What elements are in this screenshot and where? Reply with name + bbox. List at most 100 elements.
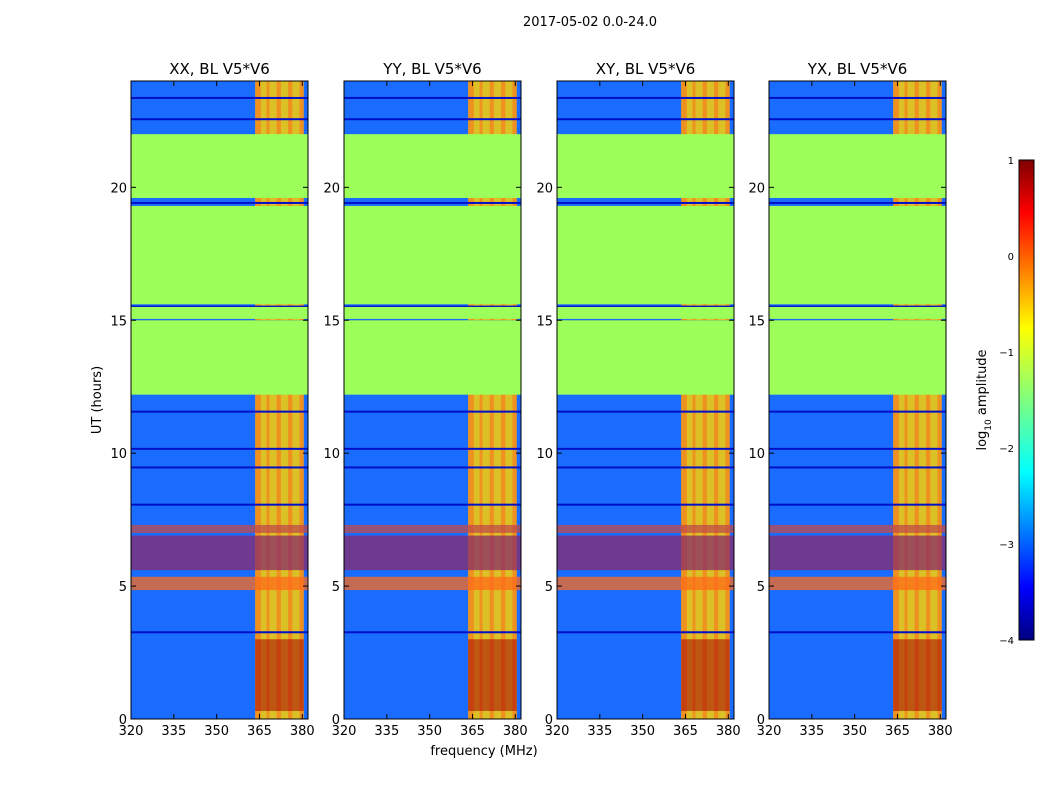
flagged-block	[769, 134, 946, 198]
rfi-channel	[299, 81, 304, 719]
rfi-row	[131, 535, 308, 571]
time-line	[769, 447, 946, 450]
time-line	[131, 410, 308, 413]
y-tick-label: 15	[323, 314, 340, 329]
time-line	[131, 96, 308, 99]
y-tick-label: 10	[323, 447, 340, 462]
y-axis-label: UT (hours)	[90, 366, 105, 434]
rfi-channel	[914, 81, 919, 719]
rfi-row	[557, 576, 734, 591]
panel-title: XY, BL V5*V6	[596, 60, 696, 78]
time-line	[344, 118, 521, 121]
x-tick-label: 335	[799, 724, 824, 739]
rfi-row	[769, 535, 946, 571]
time-line	[344, 96, 521, 99]
time-line	[131, 503, 308, 506]
y-tick-label: 20	[323, 181, 340, 196]
time-line	[131, 201, 308, 204]
rfi-row	[557, 535, 734, 571]
x-tick-label: 320	[119, 724, 144, 739]
rfi-channel	[266, 81, 270, 719]
time-line	[769, 410, 946, 413]
rfi-channel	[937, 81, 942, 719]
panel-frame	[130, 80, 309, 720]
flagged-block	[557, 134, 734, 198]
time-line	[769, 96, 946, 99]
flagged-block	[769, 205, 946, 305]
panel-title: YX, BL V5*V6	[807, 60, 908, 78]
time-line	[557, 96, 734, 99]
x-axis-label: frequency (MHz)	[430, 744, 537, 759]
rfi-burst	[255, 639, 304, 712]
panel-xy: XY, BL V5*V6 320 335 350 365 380 0 5 10 15 20	[536, 60, 740, 739]
rfi-burst	[681, 639, 730, 712]
rfi-row	[557, 524, 734, 533]
y-tick-label: 0	[757, 713, 765, 728]
rfi-channel	[288, 81, 293, 719]
y-tick-label: 0	[332, 713, 340, 728]
rfi-channel	[501, 81, 506, 719]
time-line	[344, 466, 521, 469]
time-line	[769, 466, 946, 469]
x-tick-label: 320	[545, 724, 570, 739]
x-tick-label: 365	[460, 724, 485, 739]
rfi-burst	[468, 639, 517, 712]
x-tick-label: 350	[417, 724, 442, 739]
time-line	[131, 466, 308, 469]
time-line	[344, 631, 521, 634]
rfi-row	[131, 576, 308, 591]
flagged-block	[344, 306, 521, 319]
rfi-channel	[926, 81, 931, 719]
colorbar-tick-label: 1	[1008, 156, 1014, 167]
flagged-block	[344, 320, 521, 395]
time-line	[769, 118, 946, 121]
x-tick-label: 365	[673, 724, 698, 739]
y-tick-label: 15	[536, 314, 553, 329]
flagged-block	[557, 306, 734, 319]
y-tick-label: 5	[545, 580, 553, 595]
colorbar-tick-label: −1	[999, 348, 1014, 359]
time-line	[557, 201, 734, 204]
rfi-row	[344, 535, 521, 571]
panel-yy: YY, BL V5*V6 320 335 350 365 380 0 5 10 15 20	[323, 60, 527, 739]
rfi-channel	[714, 81, 719, 719]
panel-frame	[556, 80, 735, 720]
y-tick-label: 5	[757, 580, 765, 595]
time-line	[344, 503, 521, 506]
rfi-channel	[893, 81, 899, 719]
rfi-channel	[692, 81, 696, 719]
y-tick-label: 20	[536, 181, 553, 196]
time-line	[557, 447, 734, 450]
rfi-row	[344, 524, 521, 533]
rfi-channel	[904, 81, 908, 719]
flagged-block	[131, 306, 308, 319]
colorbar-label: log10 amplitude	[975, 349, 994, 450]
y-tick-label: 5	[119, 580, 127, 595]
time-line	[557, 118, 734, 121]
rfi-channel	[725, 81, 730, 719]
y-tick-label: 10	[748, 447, 765, 462]
time-line	[131, 118, 308, 121]
panel-title: XX, BL V5*V6	[169, 60, 270, 78]
flagged-block	[769, 320, 946, 395]
rfi-channel	[468, 81, 474, 719]
rfi-row	[344, 576, 521, 591]
colorbar-tick-label: −3	[999, 540, 1014, 551]
x-tick-label: 335	[587, 724, 612, 739]
rfi-channel	[512, 81, 517, 719]
x-tick-label: 380	[716, 724, 741, 739]
time-line	[131, 631, 308, 634]
y-tick-label: 5	[332, 580, 340, 595]
y-tick-label: 0	[545, 713, 553, 728]
x-tick-label: 365	[247, 724, 272, 739]
x-tick-label: 380	[503, 724, 528, 739]
y-tick-label: 0	[119, 713, 127, 728]
time-line	[769, 631, 946, 634]
panel-frame	[343, 80, 522, 720]
y-tick-label: 10	[536, 447, 553, 462]
time-line	[769, 201, 946, 204]
rfi-row	[131, 524, 308, 533]
flagged-block	[131, 205, 308, 305]
